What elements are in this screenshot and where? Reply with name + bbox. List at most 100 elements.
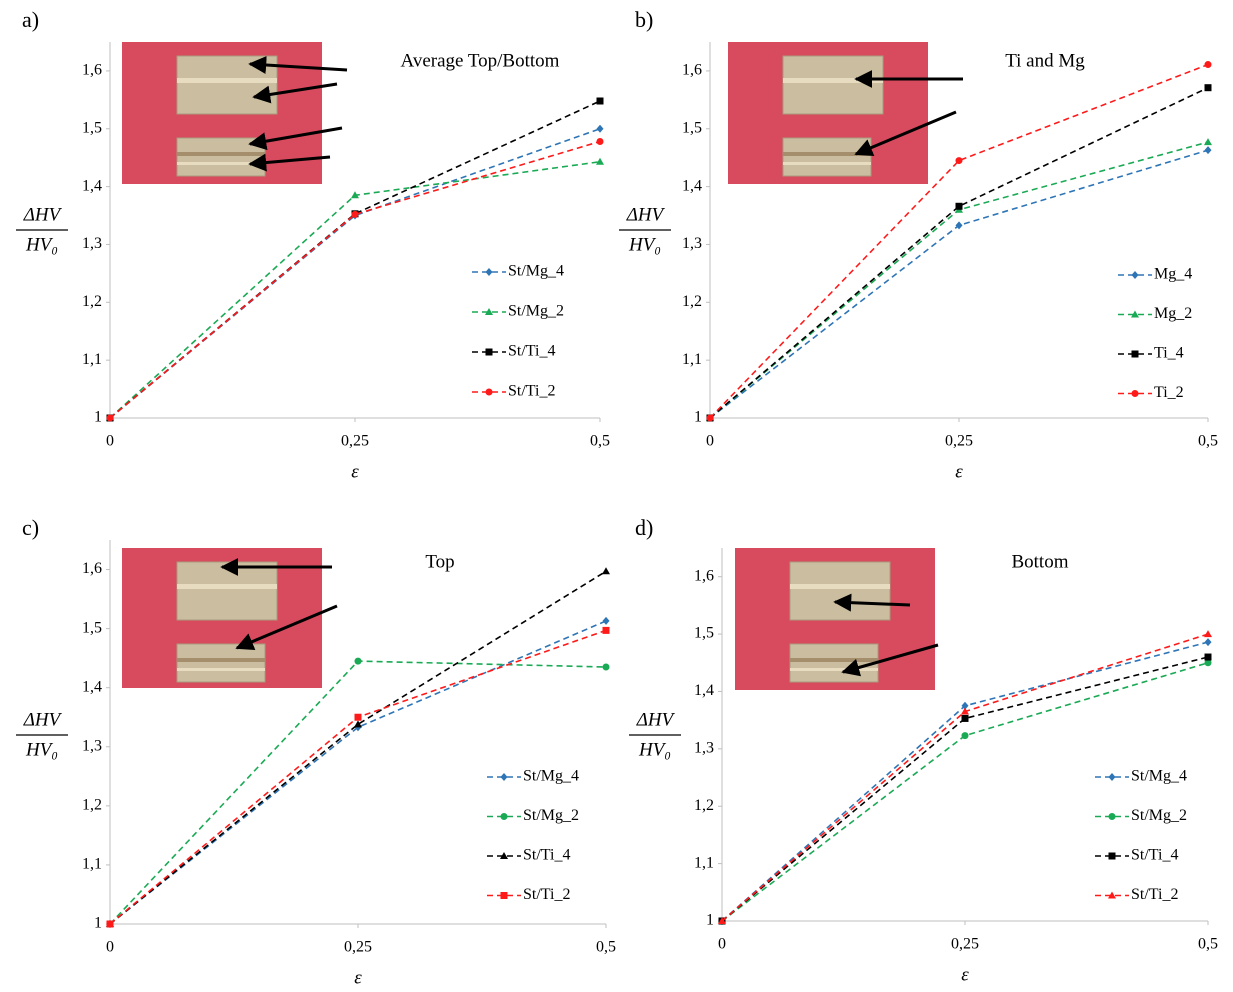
marker-triangle bbox=[1204, 630, 1212, 638]
y-tick-label: 1,1 bbox=[694, 854, 714, 871]
annotation: Average Top/Bottom bbox=[401, 50, 560, 71]
arrow bbox=[248, 126, 343, 151]
marker-diamond bbox=[1131, 271, 1139, 279]
marker-circle bbox=[500, 813, 508, 820]
y-label-numerator: ΔHV bbox=[626, 204, 666, 225]
marker-square bbox=[1204, 653, 1212, 661]
legend-label: St/Mg_4 bbox=[523, 768, 579, 785]
y-tick-label: 1,2 bbox=[694, 797, 714, 814]
panel-label: a) bbox=[22, 7, 39, 32]
marker-square bbox=[500, 892, 508, 899]
legend-label: St/Mg_2 bbox=[523, 807, 579, 824]
legend-label: St/Ti_4 bbox=[523, 847, 570, 864]
sample-groove bbox=[177, 584, 277, 589]
arrow bbox=[235, 604, 338, 651]
marker-triangle bbox=[1108, 891, 1116, 899]
marker-square bbox=[485, 348, 493, 356]
x-tick-label: 0,25 bbox=[951, 936, 979, 953]
y-tick-label: 1,2 bbox=[82, 797, 102, 814]
x-axis-label: ε bbox=[961, 964, 969, 985]
marker-square bbox=[354, 713, 362, 721]
marker-square bbox=[1204, 84, 1212, 92]
inset-photo bbox=[728, 42, 963, 184]
x-tick-label: 0 bbox=[706, 433, 714, 450]
chart-panel: 1 1,1 1,2 1,3 1,4 1,5 1,6 0 0,25 0,5 ε ΔHV HV₀ b) Ti a… bbox=[619, 7, 1218, 482]
y-tick-label: 1,5 bbox=[682, 119, 702, 136]
marker-circle bbox=[596, 137, 604, 145]
sample-groove bbox=[177, 668, 265, 671]
y-tick-label: 1,2 bbox=[682, 293, 702, 310]
series-line bbox=[109, 160, 601, 419]
marker-diamond bbox=[955, 221, 963, 230]
y-label-denominator: HV₀ bbox=[25, 234, 58, 255]
legend-label: Mg_2 bbox=[1154, 305, 1192, 322]
y-label-denominator: HV₀ bbox=[25, 739, 58, 760]
y-tick-label: 1,3 bbox=[682, 235, 702, 252]
marker-square bbox=[1131, 350, 1139, 358]
legend-label: St/Ti_4 bbox=[1131, 847, 1178, 864]
marker-circle bbox=[602, 663, 610, 671]
marker-circle bbox=[1131, 390, 1139, 397]
chart-panel: 1 1,1 1,2 1,3 1,4 1,5 1,6 0 0,25 0,5 ε ΔHV HV₀ d) Bott… bbox=[629, 515, 1218, 985]
x-tick-label: 0,25 bbox=[341, 433, 369, 450]
y-tick-label: 1,4 bbox=[82, 678, 102, 695]
y-tick-label: 1 bbox=[694, 409, 702, 426]
x-axis-label: ε bbox=[351, 461, 359, 482]
x-tick-label: 0,5 bbox=[596, 939, 616, 956]
marker-diamond bbox=[1204, 638, 1212, 647]
marker-diamond bbox=[1204, 146, 1212, 155]
y-tick-label: 1 bbox=[94, 409, 102, 426]
marker-triangle bbox=[354, 720, 362, 728]
marker-triangle bbox=[1204, 138, 1212, 146]
sample-block bbox=[789, 561, 891, 621]
marker-circle bbox=[106, 414, 114, 422]
x-tick-label: 0 bbox=[718, 936, 726, 953]
inset-photo bbox=[122, 42, 348, 184]
arrow bbox=[841, 643, 939, 677]
marker-triangle bbox=[718, 917, 726, 924]
marker-circle bbox=[354, 657, 362, 665]
legend-label: St/Mg_2 bbox=[508, 303, 564, 320]
y-tick-label: 1,5 bbox=[82, 119, 102, 136]
y-tick-label: 1 bbox=[706, 912, 714, 929]
marker-triangle bbox=[351, 191, 359, 199]
y-tick-label: 1,1 bbox=[82, 351, 102, 368]
sample-groove bbox=[783, 78, 883, 83]
annotation: Bottom bbox=[1011, 551, 1068, 572]
sample-block bbox=[176, 643, 266, 683]
chart-panel: 1 1,1 1,2 1,3 1,4 1,5 1,6 0 0,25 0,5 ε ΔHV HV₀ a) Aver… bbox=[16, 7, 610, 482]
legend-label: St/Ti_2 bbox=[508, 383, 555, 400]
y-tick-label: 1,2 bbox=[82, 293, 102, 310]
x-tick-label: 0,5 bbox=[1198, 936, 1218, 953]
arrow bbox=[833, 593, 911, 612]
sample-groove bbox=[177, 152, 265, 156]
legend-label: St/Ti_2 bbox=[523, 886, 570, 903]
x-axis-label: ε bbox=[354, 967, 362, 988]
arrow bbox=[854, 110, 957, 157]
marker-triangle bbox=[602, 567, 610, 575]
chart-panel: 1 1,1 1,2 1,3 1,4 1,5 1,6 0 0,25 0,5 ε ΔHV HV₀ c) Top S… bbox=[16, 515, 616, 988]
panel-label: d) bbox=[635, 515, 653, 540]
marker-diamond bbox=[602, 616, 610, 625]
sample-groove bbox=[783, 162, 871, 165]
y-tick-label: 1,5 bbox=[694, 625, 714, 642]
inset-photo bbox=[735, 548, 939, 690]
sample-groove bbox=[790, 658, 878, 662]
annotation: Top bbox=[425, 551, 454, 572]
series-line bbox=[109, 660, 607, 925]
y-tick-label: 1,1 bbox=[682, 351, 702, 368]
arrow bbox=[252, 82, 338, 104]
y-label-numerator: ΔHV bbox=[23, 709, 63, 730]
marker-diamond bbox=[596, 124, 604, 133]
sample-block bbox=[789, 643, 879, 683]
legend-label: St/Mg_4 bbox=[508, 263, 564, 280]
marker-triangle bbox=[961, 707, 969, 715]
marker-triangle bbox=[596, 157, 604, 165]
inset-photo bbox=[122, 548, 338, 688]
panel-label: b) bbox=[635, 7, 653, 32]
sample-groove bbox=[177, 162, 265, 165]
sample-groove bbox=[177, 658, 265, 662]
marker-diamond bbox=[485, 268, 493, 276]
